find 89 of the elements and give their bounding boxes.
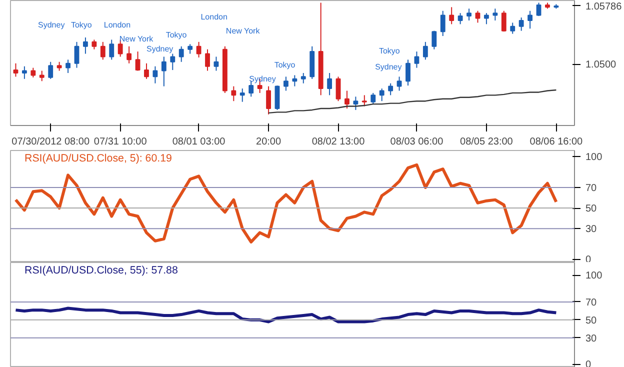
candlestick xyxy=(13,62,18,78)
candlestick xyxy=(336,76,341,102)
annotation: Tokyo xyxy=(378,46,400,56)
x-tick-label: 20:00 xyxy=(256,136,282,148)
candlestick xyxy=(300,72,306,84)
x-tick-label: 07/31 10:00 xyxy=(94,136,148,148)
candlestick xyxy=(126,46,132,64)
candlestick xyxy=(100,41,106,60)
x-tick-label: 07/30/2012 08:00 xyxy=(12,136,90,148)
candlestick xyxy=(274,85,280,110)
candlestick xyxy=(284,76,288,92)
annotation: Sydney xyxy=(38,20,65,30)
candlestick xyxy=(66,59,70,74)
candlestick xyxy=(466,8,472,21)
x-tick-label: 08/05 23:00 xyxy=(460,136,514,148)
candlestick xyxy=(475,10,480,24)
candlestick xyxy=(170,53,176,71)
candlestick xyxy=(518,17,524,32)
y-tick-label: 50 xyxy=(586,204,598,215)
annotation: Sydney xyxy=(146,44,174,54)
candlestick xyxy=(30,67,36,78)
annotation: Tokyo xyxy=(274,60,296,70)
candlestick xyxy=(92,39,97,50)
y-tick-label: 1.05786 xyxy=(586,1,622,12)
candlestick xyxy=(292,74,298,87)
candlestick xyxy=(161,56,166,87)
candlestick xyxy=(327,72,332,96)
x-tick-label: 08/03 06:00 xyxy=(390,136,444,148)
candlestick xyxy=(144,62,149,80)
candlestick xyxy=(536,2,542,17)
candlestick xyxy=(379,88,384,102)
annotation: Tokyo xyxy=(70,20,92,30)
candlestick xyxy=(484,12,489,25)
annotation: New York xyxy=(119,34,154,44)
candlestick xyxy=(414,51,420,68)
candlestick xyxy=(344,90,350,109)
candlestick xyxy=(388,82,394,96)
line-series xyxy=(268,89,557,114)
candlestick xyxy=(458,12,463,25)
candlestick xyxy=(501,10,506,32)
y-tick-label: 30 xyxy=(586,224,598,236)
candlestick xyxy=(449,6,454,25)
candlestick xyxy=(406,59,410,86)
candlestick xyxy=(432,30,437,50)
y-tick-label: 30 xyxy=(586,333,598,344)
y-tick-label: 70 xyxy=(586,182,598,194)
candlestick xyxy=(510,22,516,34)
candlestick xyxy=(240,88,245,102)
line-series xyxy=(14,163,558,244)
candlestick xyxy=(109,39,114,60)
candlestick xyxy=(196,41,202,58)
candlestick xyxy=(266,86,271,115)
candlestick xyxy=(178,46,184,62)
candlestick xyxy=(353,96,358,110)
x-tick-label: 08/01 03:00 xyxy=(172,136,226,148)
candlestick xyxy=(135,51,140,72)
y-tick-label: 100 xyxy=(586,270,603,282)
candlestick xyxy=(440,10,446,37)
candlestick xyxy=(422,41,428,60)
candlestick xyxy=(39,70,44,82)
chart-title: RSI(AUD/USD.Close, 55): 57.88 xyxy=(24,264,178,276)
candlestick xyxy=(396,76,402,92)
candlestick xyxy=(528,10,533,30)
line-series xyxy=(14,306,558,324)
candlestick xyxy=(22,66,27,80)
candlestick xyxy=(492,8,498,21)
y-tick-label: 70 xyxy=(586,297,598,308)
annotation: London xyxy=(104,20,131,30)
y-tick-label: 100 xyxy=(586,152,603,164)
annotation: Sydney xyxy=(375,62,402,72)
y-tick-label: 50 xyxy=(586,315,598,326)
candlestick xyxy=(231,86,236,102)
y-tick-label: 1.0500 xyxy=(586,60,617,71)
x-tick-label: 08/02 13:00 xyxy=(312,136,366,148)
candlestick xyxy=(214,56,219,72)
annotation: London xyxy=(200,12,228,22)
annotation: Tokyo xyxy=(166,30,188,40)
candlestick xyxy=(362,94,367,107)
candlestick xyxy=(48,61,54,80)
candlestick xyxy=(205,48,210,72)
x-tick-label: 08/06 16:00 xyxy=(530,136,584,148)
candlestick xyxy=(152,66,158,84)
candlestick xyxy=(370,92,376,105)
annotation: Sydney xyxy=(249,74,276,84)
chart-title: RSI(AUD/USD.Close, 5): 60.19 xyxy=(24,152,172,164)
candlestick xyxy=(74,41,80,68)
annotation: New York xyxy=(226,26,261,36)
candlestick xyxy=(188,44,193,54)
candlestick xyxy=(83,36,88,54)
